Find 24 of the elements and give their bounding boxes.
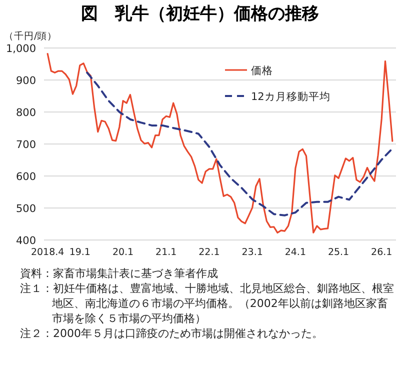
legend-label: 価格 (251, 65, 273, 77)
x-tick-label: 20.1 (112, 247, 134, 258)
text: 資料：家畜市場集計表に基づき筆者作成 (20, 266, 219, 281)
x-tick-label: 23.1 (242, 247, 263, 258)
y-tick-label: 400 (16, 235, 36, 247)
x-tick-label: 19.1 (69, 247, 90, 258)
chart-title: 図 乳牛（初妊牛）価格の推移 (80, 3, 320, 26)
y-tick-label: 1,000 (6, 43, 36, 55)
x-tick-label: 26.1 (371, 247, 392, 258)
y-tick-label: 500 (16, 203, 36, 215)
y-tick-label: 600 (16, 171, 36, 183)
x-tick-label: 24.1 (284, 247, 306, 258)
y-tick-label: 700 (16, 139, 36, 151)
y-tick-label: 900 (16, 75, 36, 87)
x-tick-label: 25.1 (328, 247, 350, 258)
x-tick-label: 21.1 (156, 247, 177, 258)
text: 注１：初妊牛価格は、豊富地域、十勝地域、北見地区総合、釧路地区、根室地区、南北海道の６市場の平均価格。（2002年以前は釧路地区家畜市場を除く５市場の平均価格） (20, 281, 395, 326)
y-tick-label: 800 (16, 107, 36, 119)
text: 注２：2000年５月は口蹄疫のため市場は開催されなかった。 (20, 326, 324, 341)
legend-label: 12カ月移動平均 (251, 91, 330, 103)
x-tick-label: 2018.4 (30, 247, 64, 258)
line-series (46, 52, 394, 234)
y-axis-title: （千円/頭） (4, 30, 58, 42)
x-tick-label: 22.1 (198, 247, 220, 258)
